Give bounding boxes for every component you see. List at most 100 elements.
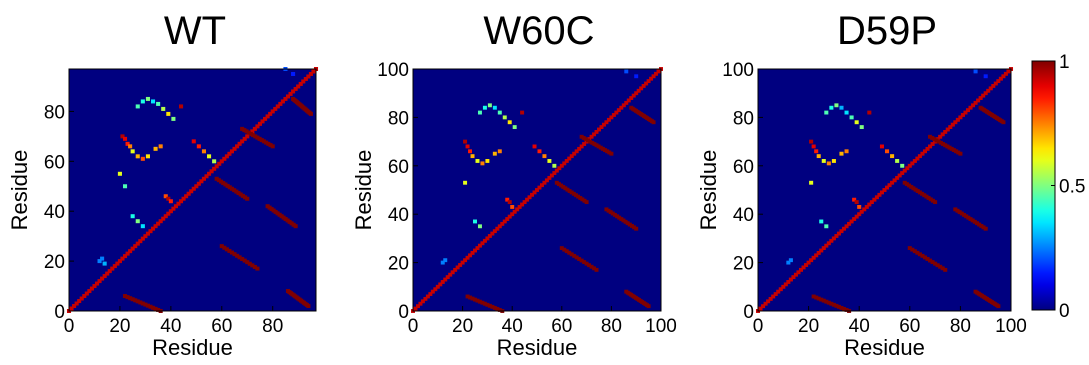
contact-cell xyxy=(841,306,847,311)
diagonal-cell xyxy=(619,105,624,110)
diagonal-cell xyxy=(303,76,308,81)
contact-cell xyxy=(252,264,257,269)
diagonal-cell xyxy=(207,171,212,176)
contact-cell xyxy=(475,298,480,303)
diagonal-cell xyxy=(135,241,140,246)
diagonal-cell xyxy=(614,110,619,115)
diagonal-cell xyxy=(996,79,1001,84)
diagonal-cell xyxy=(892,178,897,183)
contact-cell xyxy=(569,190,574,195)
contact-cell xyxy=(495,306,500,311)
diagonal-cell xyxy=(885,185,890,190)
y-tick-label: 20 xyxy=(388,254,409,275)
diagonal-cell xyxy=(768,296,773,301)
contact-cell xyxy=(816,154,821,159)
diagonal-cell xyxy=(852,217,857,221)
contact-cell xyxy=(567,189,572,193)
contact-cell xyxy=(563,186,568,191)
diagonal-cell xyxy=(507,214,512,219)
contact-cell xyxy=(153,306,158,311)
diagonal-cell xyxy=(128,249,133,254)
contact-cell xyxy=(973,69,978,74)
x-tick-label: 20 xyxy=(452,316,473,337)
diagonal-cell xyxy=(976,98,981,103)
diagonal-cell xyxy=(841,226,847,231)
contact-cell xyxy=(983,74,988,79)
contact-cell xyxy=(264,140,269,145)
diagonal-cell xyxy=(176,201,181,206)
contact-cell xyxy=(834,103,839,108)
contact-cell xyxy=(584,261,589,266)
x-tick-label: 40 xyxy=(160,316,181,337)
contact-cell xyxy=(583,137,588,142)
diagonal-cell xyxy=(530,192,535,197)
contact-cell xyxy=(246,130,251,135)
diagonal-cell xyxy=(609,115,614,120)
contact-cell xyxy=(572,253,577,258)
diagonal-cell xyxy=(831,236,836,241)
diagonal-cell xyxy=(487,234,492,238)
diagonal-cell xyxy=(854,214,859,219)
diagonal-cell xyxy=(296,84,301,89)
diagonal-cell xyxy=(232,146,237,151)
contact-cell xyxy=(505,197,510,202)
contact-cell xyxy=(623,219,628,224)
contact-cell xyxy=(125,295,130,300)
diagonal-cell xyxy=(930,142,935,146)
contact-cell xyxy=(831,302,836,307)
contact-cell xyxy=(492,305,497,310)
diagonal-cell xyxy=(859,209,864,214)
contact-cell xyxy=(938,264,943,269)
contact-cell xyxy=(238,192,243,197)
diagonal-cell xyxy=(285,94,291,99)
y-tick-label: 40 xyxy=(733,205,754,226)
diagonal-cell xyxy=(115,261,120,266)
contact-cell xyxy=(470,296,475,301)
diagonal-cell xyxy=(257,121,263,126)
contact-cell xyxy=(651,120,656,125)
diagonal-cell xyxy=(601,122,606,127)
diagonal-cell xyxy=(270,109,275,114)
contact-cell xyxy=(270,144,275,149)
contact-cell xyxy=(250,263,255,268)
diagonal-cell xyxy=(986,88,991,93)
diagonal-cell xyxy=(849,219,854,224)
contact-cell xyxy=(561,184,566,189)
diagonal-cell xyxy=(82,294,87,299)
diagonal-cell xyxy=(490,231,495,236)
contact-cell xyxy=(926,196,931,200)
diagonal-cell xyxy=(950,122,955,127)
diagonal-cell xyxy=(624,100,629,105)
contact-cell xyxy=(598,145,603,150)
diagonal-cell xyxy=(189,189,194,194)
diagonal-cell xyxy=(554,168,559,173)
diagonal-cell xyxy=(212,166,217,171)
diagonal-cell xyxy=(179,199,184,204)
contact-cell xyxy=(133,298,138,303)
diagonal-cell xyxy=(229,149,235,154)
diagonal-cell xyxy=(981,93,986,98)
diagonal-cell xyxy=(604,120,609,125)
diagonal-cell xyxy=(542,180,547,185)
contact-cell xyxy=(912,249,917,254)
diagonal-cell xyxy=(597,127,601,132)
contact-cell xyxy=(915,189,920,193)
contact-cell xyxy=(497,149,502,154)
contact-cell xyxy=(559,246,564,251)
contact-cell xyxy=(240,193,245,198)
y-axis-label: Residue xyxy=(696,150,721,231)
diagonal-cell xyxy=(953,120,958,125)
diagonal-cell xyxy=(79,296,84,301)
diagonal-cell xyxy=(616,108,621,113)
heatmap-plot: 0 20 40 60 80 0 20 40 60 80 Residue Residue xyxy=(7,67,319,360)
contact-cell xyxy=(909,184,914,189)
contact-cell xyxy=(168,199,173,204)
contact-cell xyxy=(935,263,940,268)
diagonal-cell xyxy=(611,113,616,117)
diagonal-cell xyxy=(537,185,542,190)
diagonal-cell xyxy=(525,197,530,202)
panel-d59p: D59P 0 20 40 60 80 100 0 20 40 60 80 100 Residue Resi… xyxy=(696,9,1027,360)
diagonal-cell xyxy=(94,281,100,286)
contact-cell xyxy=(588,139,593,144)
diagonal-cell xyxy=(965,108,971,113)
